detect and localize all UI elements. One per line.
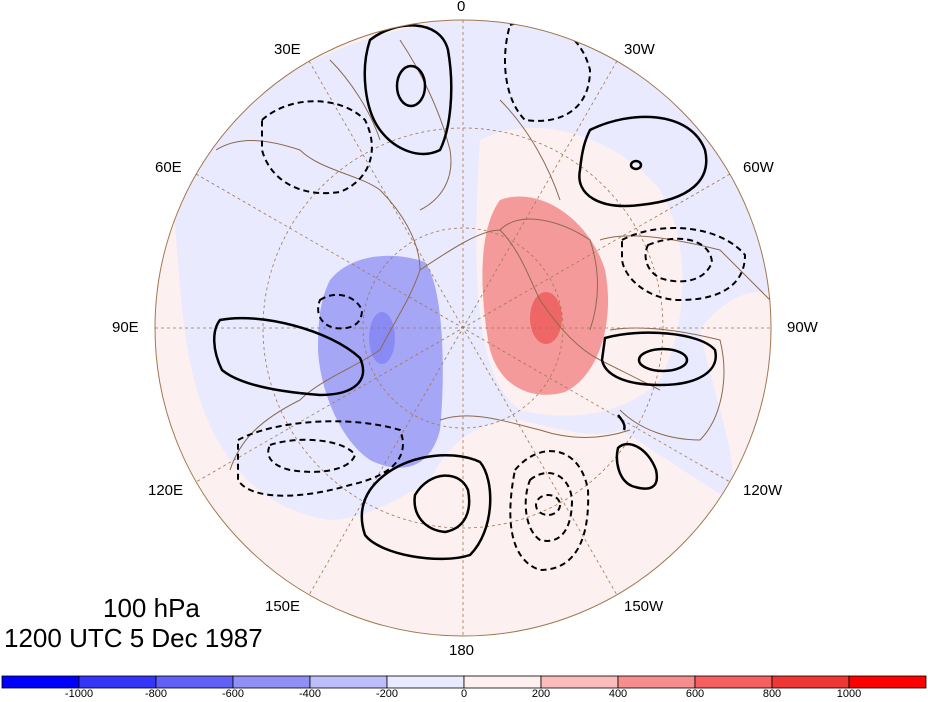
colorbar-swatch: [617, 675, 696, 689]
colorbar-tick-label: -200: [375, 688, 399, 700]
lon-label-180: 180: [449, 642, 475, 659]
colorbar-tick-label: 800: [762, 688, 782, 700]
colorbar-swatch: [232, 675, 311, 689]
colorbar-swatch: [463, 675, 542, 689]
lon-label-150w: 150W: [624, 598, 664, 615]
colorbar-swatch: [1, 675, 80, 689]
level-label: 100 hPa: [103, 593, 200, 623]
lon-label-120e: 120E: [148, 482, 184, 499]
colorbar-swatch: [386, 675, 465, 689]
colorbar-tick-label: -1000: [64, 688, 94, 700]
colorbar-tick-label: 0: [460, 688, 468, 700]
colorbar-swatch: [694, 675, 773, 689]
colorbar-swatch: [540, 675, 619, 689]
colorbar-tick-label: 400: [608, 688, 628, 700]
time-label: 1200 UTC 5 Dec 1987: [4, 623, 263, 653]
lon-label-60w: 60W: [743, 159, 774, 176]
shaded-field: [155, 20, 771, 636]
graticule: [155, 20, 771, 636]
colorbar-tick-label: 600: [685, 688, 705, 700]
blue-center: [369, 312, 395, 364]
lon-label-120w: 120W: [743, 482, 783, 499]
positive-contours: [213, 24, 717, 561]
colorbar-tick-label: -800: [144, 688, 168, 700]
lon-label-0: 0: [457, 0, 466, 15]
coastlines: [215, 39, 771, 471]
colorbar-swatch: [155, 675, 234, 689]
lon-label-30w: 30W: [624, 41, 655, 58]
colorbar-tick-label: 200: [531, 688, 551, 700]
lon-label-150e: 150E: [265, 598, 301, 615]
colorbar-tick-label: 1000: [836, 688, 862, 700]
colorbar-tick-label: -600: [221, 688, 245, 700]
lon-label-30e: 30E: [274, 41, 301, 58]
colorbar-tick-label: -400: [298, 688, 322, 700]
lon-label-90w: 90W: [787, 319, 818, 336]
colorbar-swatch: [309, 675, 388, 689]
map-boundary: [154, 19, 772, 637]
colorbar-swatch: [78, 675, 157, 689]
red-center: [530, 292, 562, 344]
colorbar-swatch: [848, 675, 927, 689]
lon-label-90e: 90E: [112, 319, 139, 336]
lon-label-60e: 60E: [155, 159, 182, 176]
colorbar: [1, 675, 927, 689]
colorbar-swatch: [771, 675, 850, 689]
